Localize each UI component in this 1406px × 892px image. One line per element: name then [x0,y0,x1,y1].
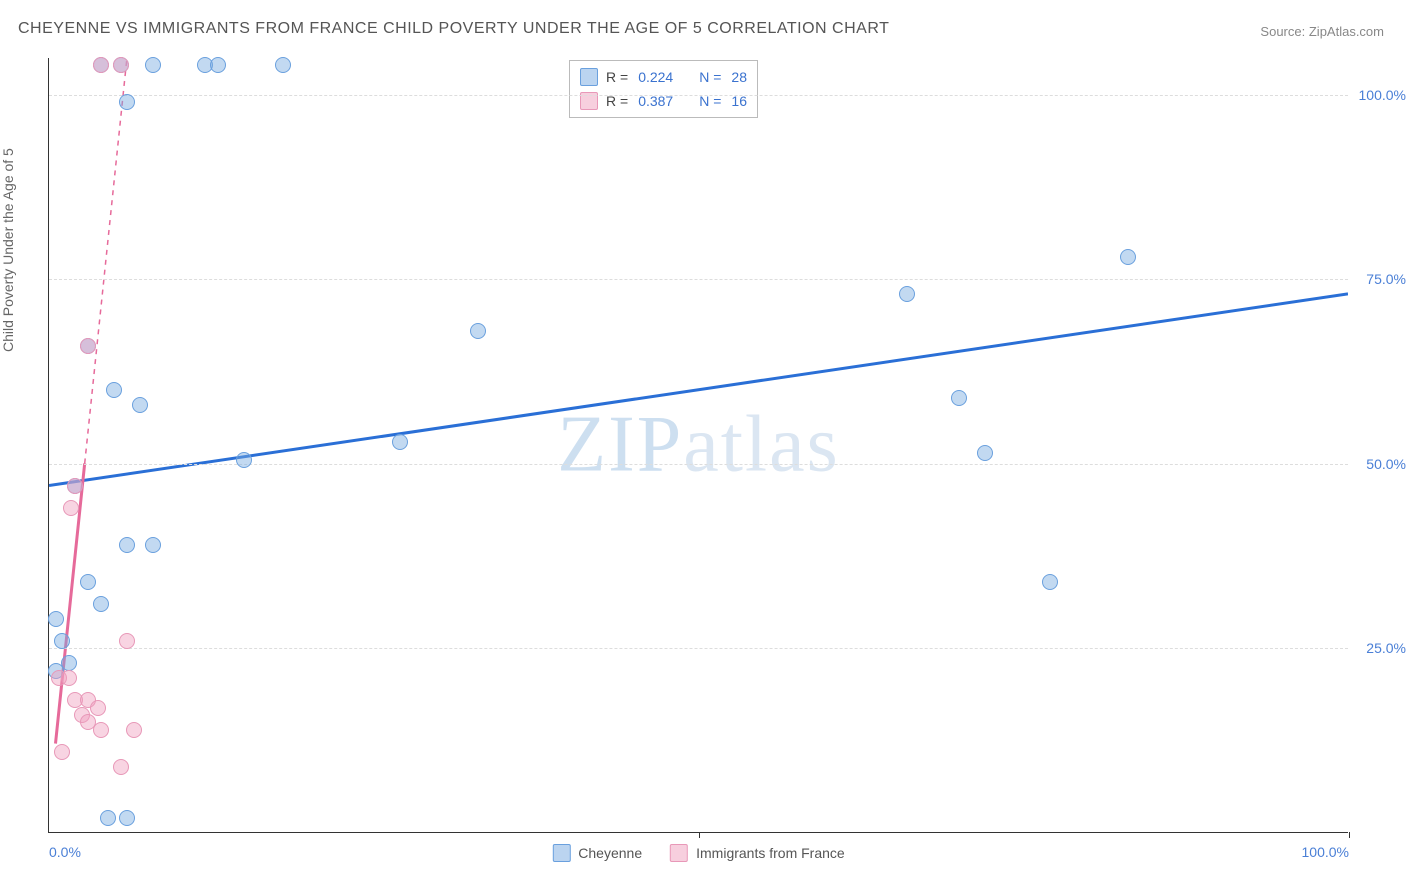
data-point [48,611,64,627]
data-point [899,286,915,302]
data-point [80,338,96,354]
legend-series-label: Cheyenne [578,845,642,861]
data-point [63,500,79,516]
data-point [106,382,122,398]
y-tick-label: 100.0% [1359,87,1406,103]
gridline-h [49,648,1348,649]
data-point [67,478,83,494]
legend-correlation-row: R = 0.224 N = 28 [580,65,747,89]
y-tick-label: 50.0% [1366,456,1406,472]
legend-swatch [670,844,688,862]
watermark-a: ZIP [557,401,683,489]
n-label: N = [699,69,721,85]
data-point [93,57,109,73]
tick-mark-v [699,832,700,838]
data-point [977,445,993,461]
data-point [392,434,408,450]
data-point [470,323,486,339]
source-label: Source: [1260,24,1305,39]
r-label: R = [606,69,628,85]
y-axis-label: Child Poverty Under the Age of 5 [0,148,16,352]
legend-correlation: R = 0.224 N = 28 R =0.387N =16 [569,60,758,118]
y-tick-label: 25.0% [1366,640,1406,656]
data-point [126,722,142,738]
data-point [119,537,135,553]
data-point [54,744,70,760]
tick-mark-v [1349,832,1350,838]
data-point [236,452,252,468]
source-attribution: Source: ZipAtlas.com [1260,24,1384,39]
data-point [113,759,129,775]
data-point [80,574,96,590]
source-name: ZipAtlas.com [1309,24,1384,39]
gridline-h [49,95,1348,96]
data-point [61,670,77,686]
legend-series: Cheyenne Immigrants from France [552,844,844,862]
data-point [210,57,226,73]
legend-swatch [580,68,598,86]
trend-lines-svg [49,58,1348,832]
chart-title: CHEYENNE VS IMMIGRANTS FROM FRANCE CHILD… [18,20,889,38]
data-point [119,810,135,826]
y-tick-label: 75.0% [1366,271,1406,287]
chart-container: CHEYENNE VS IMMIGRANTS FROM FRANCE CHILD… [0,0,1406,892]
legend-series-item: Immigrants from France [670,844,845,862]
data-point [54,633,70,649]
data-point [1042,574,1058,590]
watermark: ZIPatlas [557,400,840,491]
data-point [145,537,161,553]
n-value: 28 [731,69,747,85]
data-point [113,57,129,73]
data-point [119,94,135,110]
x-tick-label: 100.0% [1302,844,1349,860]
data-point [951,390,967,406]
data-point [90,700,106,716]
data-point [100,810,116,826]
data-point [275,57,291,73]
data-point [119,633,135,649]
data-point [1120,249,1136,265]
watermark-b: atlas [683,401,840,489]
x-tick-label: 0.0% [49,844,81,860]
legend-correlation-row: R =0.387N =16 [580,89,747,113]
legend-swatch [552,844,570,862]
plot-area: ZIPatlas R =0.224N =28R =0.387N =16 Chey… [48,58,1348,833]
legend-series-label: Immigrants from France [696,845,845,861]
data-point [145,57,161,73]
data-point [132,397,148,413]
r-value: 0.224 [638,69,673,85]
legend-series-item: Cheyenne [552,844,642,862]
gridline-h [49,279,1348,280]
data-point [93,722,109,738]
data-point [93,596,109,612]
